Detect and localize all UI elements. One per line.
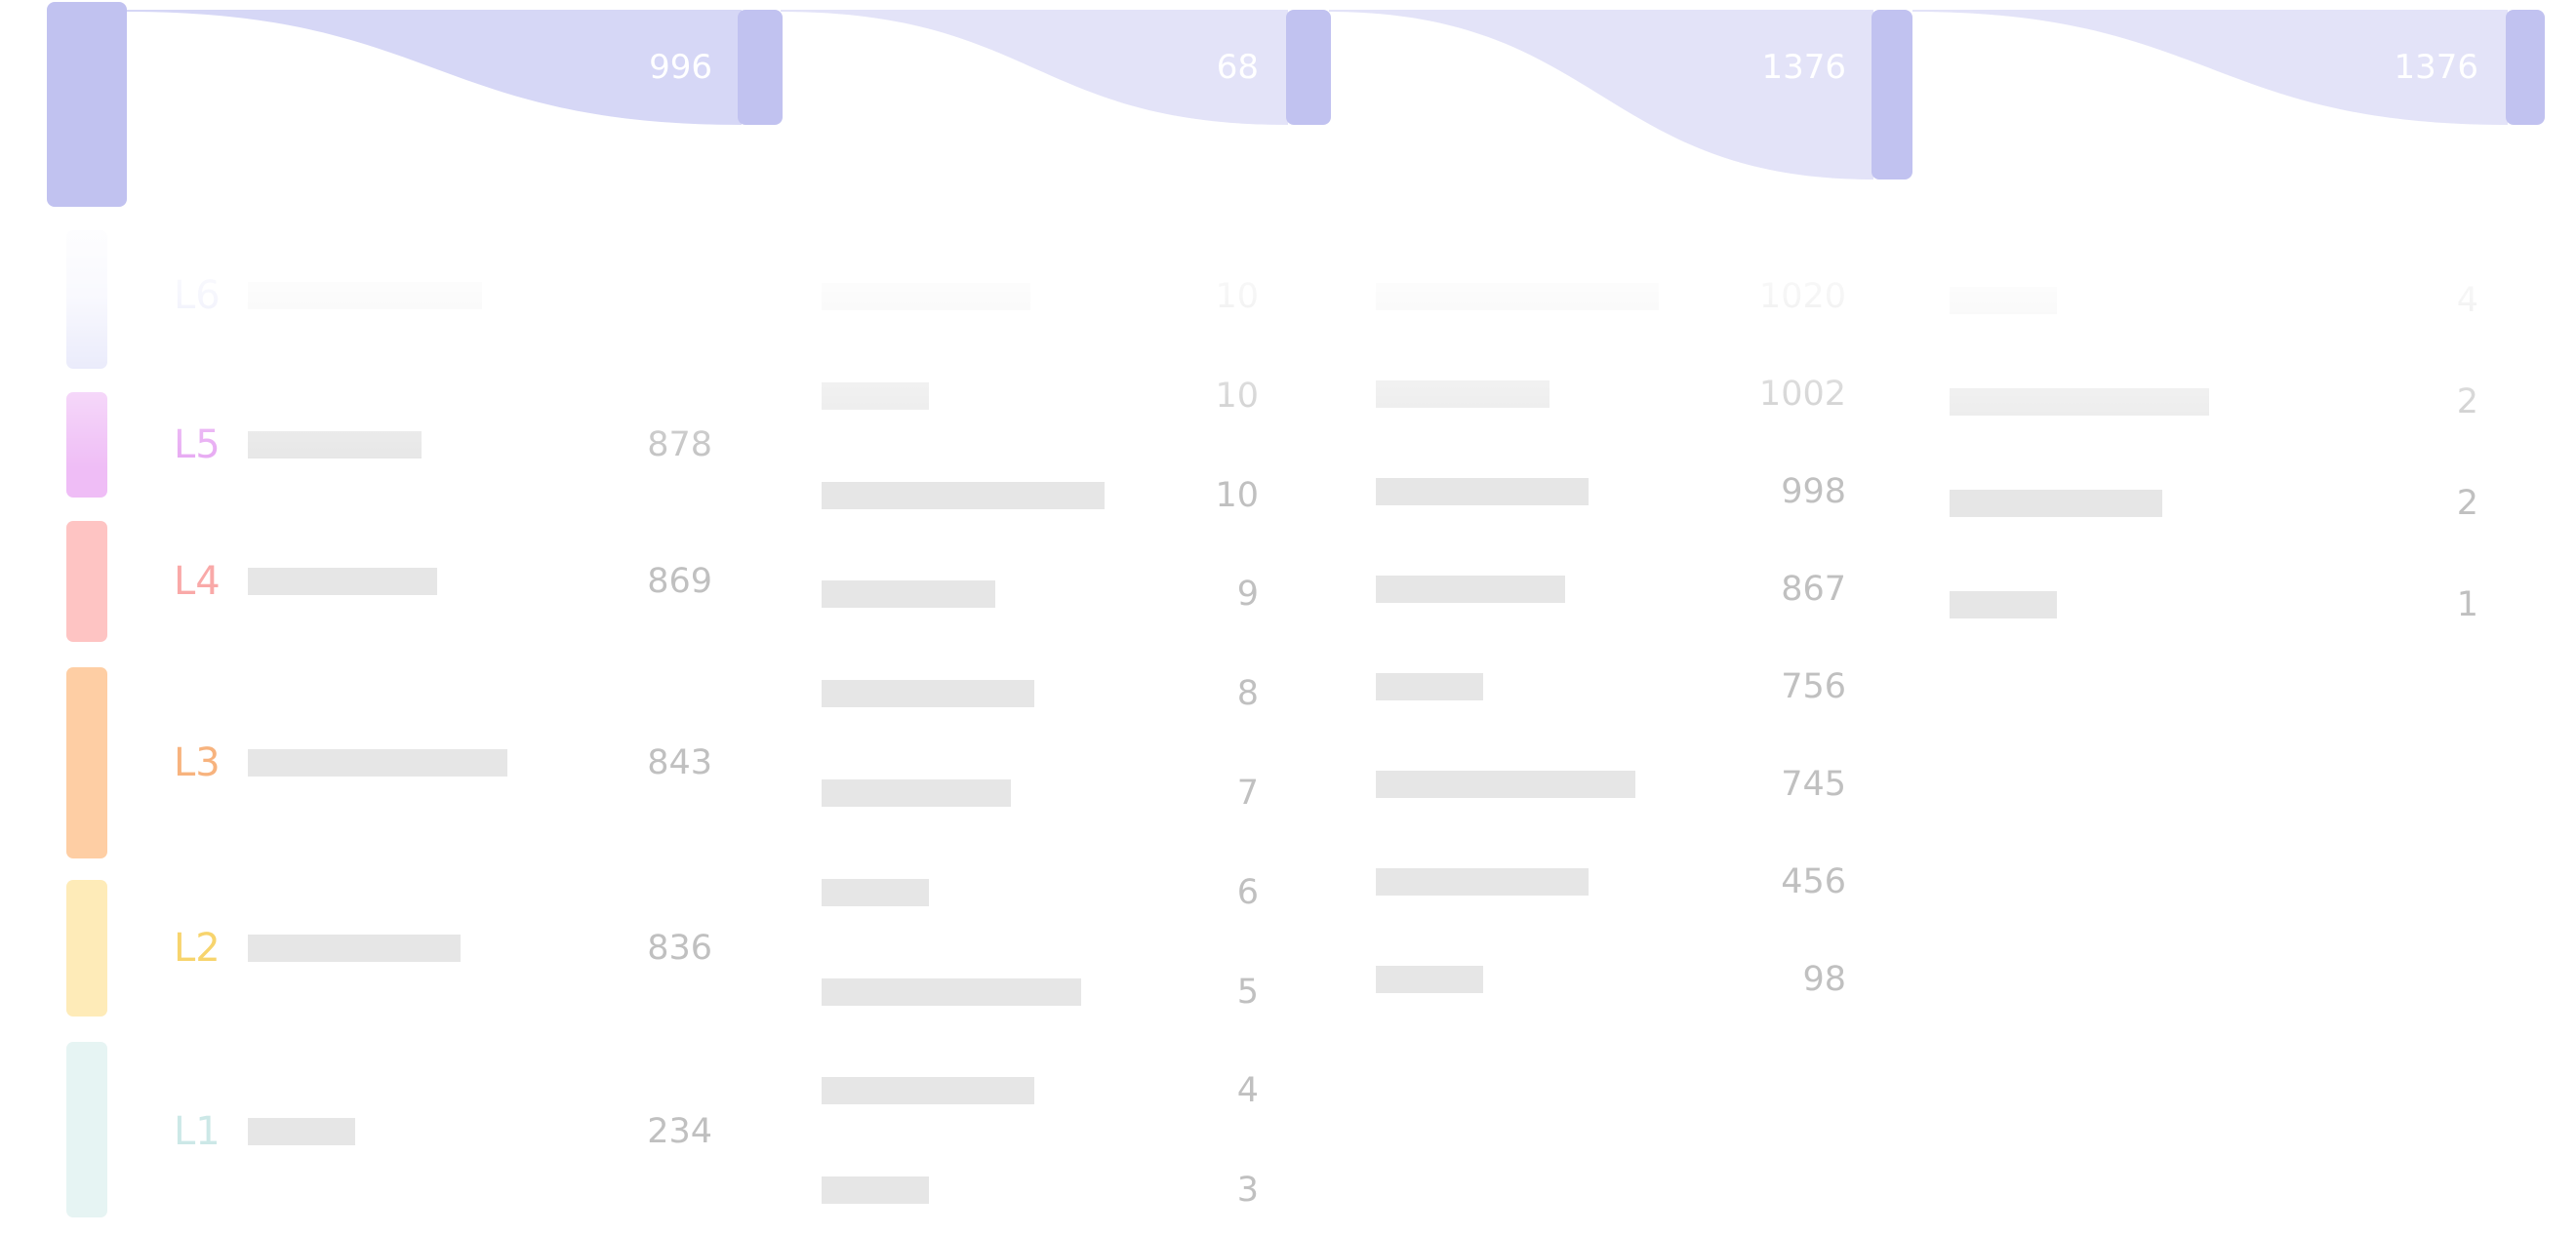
column2-value: 10 [1215, 376, 1259, 416]
column2-value: 8 [1236, 674, 1259, 714]
column2-value: 4 [1236, 1071, 1259, 1111]
column2-bar [822, 1077, 1034, 1105]
column2-value: 10 [1215, 277, 1259, 316]
level-bar [248, 568, 437, 595]
level-value: 836 [647, 929, 712, 968]
column3-value: 1020 [1758, 277, 1846, 316]
level-node-l6 [66, 230, 107, 369]
level-label-l1: L1 [174, 1109, 221, 1154]
column2-bar [822, 878, 929, 906]
column3-value: 745 [1781, 765, 1846, 804]
column3-bar [1376, 966, 1483, 993]
flow-node-2 [738, 10, 783, 125]
column3-bar [1376, 868, 1589, 896]
level-bar [248, 749, 507, 777]
column3-bar [1376, 576, 1565, 603]
column4-value: 2 [2456, 382, 2478, 421]
column2-bar [822, 680, 1034, 708]
level-bar [248, 431, 422, 459]
level-label-l6: L6 [174, 273, 221, 318]
flow-value: 1376 [2394, 48, 2478, 87]
level-value: 878 [647, 425, 712, 464]
column2-bar [822, 779, 1011, 807]
flow-node-4 [1872, 10, 1912, 179]
level-node-l5 [66, 392, 107, 498]
level-node-l1 [66, 1042, 107, 1217]
level-label-l5: L5 [174, 422, 221, 467]
level-value: 869 [647, 562, 712, 601]
column4-bar [1950, 287, 2057, 314]
column4-bar [1950, 490, 2162, 517]
flow-band-2 [781, 10, 1288, 125]
column3-value: 1002 [1758, 375, 1846, 414]
column3-value: 998 [1781, 472, 1846, 511]
column4-bar [1950, 388, 2209, 416]
flow-band-1 [127, 10, 742, 125]
column4-value: 4 [2456, 281, 2478, 320]
level-node-l4 [66, 521, 107, 642]
level-value: 843 [647, 743, 712, 782]
column3-bar [1376, 283, 1659, 310]
level-node-l3 [66, 667, 107, 858]
level-bar [248, 1118, 355, 1145]
column4-bar [1950, 591, 2057, 618]
flow-value: 996 [649, 48, 712, 87]
column2-bar [822, 580, 995, 609]
level-label-l2: L2 [174, 926, 221, 971]
column3-value: 867 [1781, 570, 1846, 609]
flow-node-3 [1286, 10, 1331, 125]
column2-bar [822, 283, 1030, 310]
column2-bar [822, 381, 929, 410]
column3-bar [1376, 478, 1589, 505]
column2-bar [822, 481, 1105, 509]
column2-value: 9 [1236, 575, 1259, 615]
level-bar [248, 935, 461, 962]
flow-node-1 [47, 2, 127, 207]
column3-bar [1376, 771, 1635, 798]
flow-value: 68 [1216, 48, 1259, 87]
column2-bar [822, 1176, 929, 1205]
column2-value: 5 [1236, 972, 1259, 1012]
flow-band-3 [1329, 10, 1873, 179]
flow-value: 1376 [1761, 48, 1846, 87]
column3-bar [1376, 380, 1550, 408]
flow-band-4 [1912, 10, 2508, 125]
level-bar [248, 282, 482, 309]
column3-value: 756 [1781, 667, 1846, 706]
level-label-l4: L4 [174, 559, 221, 604]
level-label-l3: L3 [174, 740, 221, 785]
level-value: 234 [647, 1112, 712, 1151]
column2-value: 10 [1215, 475, 1259, 515]
column2-value: 3 [1236, 1171, 1259, 1211]
column2-value: 7 [1236, 774, 1259, 813]
column3-value: 456 [1781, 862, 1846, 901]
column3-value: 98 [1802, 960, 1846, 999]
column2-value: 6 [1236, 872, 1259, 912]
column4-value: 2 [2456, 484, 2478, 523]
column2-bar [822, 977, 1081, 1006]
flow-node-5 [2506, 10, 2545, 125]
column3-bar [1376, 673, 1483, 700]
column4-value: 1 [2456, 585, 2478, 624]
level-node-l2 [66, 880, 107, 1017]
